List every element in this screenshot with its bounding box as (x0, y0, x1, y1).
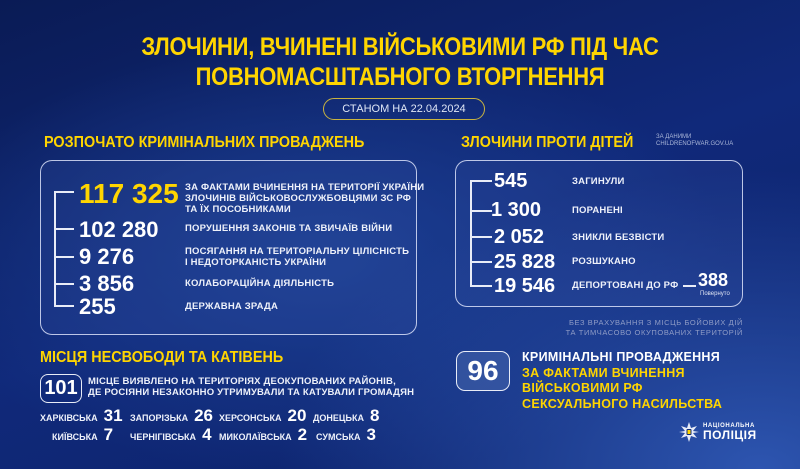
bracket-tick (470, 261, 492, 263)
proceedings-value: 102 280 (79, 217, 159, 242)
region-item: МИКОЛАЇВСЬКА 2 (219, 425, 308, 444)
connector-line (683, 285, 696, 287)
region-item: ХЕРСОНСЬКА 20 (219, 406, 307, 425)
sexual-violence-count: 96 (456, 351, 510, 391)
proceedings-value: 255 (79, 294, 116, 319)
sexual-violence-text: КРИМІНАЛЬНІ ПРОВАДЖЕННЯ ЗА ФАКТАМИ ВЧИНЕ… (522, 350, 723, 411)
children-label: ЗНИКЛИ БЕЗВІСТИ (572, 232, 665, 243)
police-star-icon (679, 422, 699, 442)
children-label: РОЗШУКАНО (572, 256, 636, 267)
children-value: 1 300 (491, 199, 542, 221)
region-item: СУМСЬКА 3 (316, 425, 376, 444)
region-item: ДОНЕЦЬКА 8 (313, 406, 380, 425)
proceedings-label: ПОСЯГАННЯ НА ТЕРИТОРІАЛЬНУ ЦІЛІСНІСТЬ І Н… (185, 246, 410, 268)
children-label: ПОРАНЕНІ (572, 205, 623, 216)
detention-count: 101 (40, 374, 82, 403)
children-value: 545 (494, 170, 528, 192)
detention-heading: МІСЦЯ НЕСВОБОДИ ТА КАТІВЕНЬ (40, 349, 284, 366)
proceedings-box (40, 160, 417, 335)
bracket-tick (470, 285, 492, 287)
bracket-tick (470, 180, 492, 182)
children-heading: ЗЛОЧИНИ ПРОТИ ДІТЕЙ (461, 134, 634, 151)
region-item: ХАРКІВСЬКА 31 (40, 406, 123, 425)
police-logo-text: НАЦІОНАЛЬНА ПОЛІЦІЯ (703, 423, 757, 442)
children-value: 19 546 (494, 275, 556, 297)
proceedings-total: 117 325 (79, 178, 179, 209)
bracket-line (54, 191, 56, 306)
source-note: ЗА ДАНИМИ CHILDRENOFWAR.GOV.UA (656, 134, 734, 147)
children-label: ДЕПОРТОВАНІ ДО РФ (572, 280, 679, 291)
proceedings-value: 3 856 (79, 271, 135, 296)
bracket-tick (54, 191, 74, 193)
proceedings-label: КОЛАБОРАЦІЙНА ДІЯЛЬНІСТЬ (185, 278, 335, 289)
proceedings-label: ПОРУШЕННЯ ЗАКОНІВ ТА ЗВИЧАЇВ ВІЙНИ (185, 223, 393, 234)
bracket-tick (470, 210, 492, 212)
bracket-tick (470, 236, 492, 238)
title-line-1: ЗЛОЧИНИ, ВЧИНЕНІ ВІЙСЬКОВИМИ РФ ПІД ЧАС (141, 33, 659, 61)
children-value: 2 052 (494, 226, 545, 248)
bracket-tick (54, 305, 74, 307)
region-item: ЗАПОРІЗЬКА 26 (130, 406, 214, 425)
returned-value: 388 (698, 270, 729, 290)
proceedings-label: ДЕРЖАВНА ЗРАДА (185, 301, 279, 312)
bracket-tick (54, 256, 74, 258)
children-label: ЗАГИНУЛИ (572, 176, 625, 187)
children-footnote: БЕЗ ВРАХУВАННЯ З МІСЦЬ БОЙОВИХ ДІЙ ТА ТИМ… (565, 318, 743, 337)
bracket-line (470, 180, 472, 285)
returned-label: Повернуто (700, 291, 730, 297)
bracket-tick (54, 228, 74, 230)
proceedings-label: ЗА ФАКТАМИ ВЧИНЕННЯ НА ТЕРИТОРІЇ УКРАЇНИ… (185, 182, 425, 215)
detention-text: МІСЦЕ ВИЯВЛЕНО НА ТЕРИТОРІЯХ ДЕОКУПОВАНИ… (88, 376, 415, 398)
date-badge: СТАНОМ НА 22.04.2024 (323, 98, 485, 120)
region-item: ЧЕРНІГІВСЬКА 4 (130, 425, 212, 444)
title-line-2: ПОВНОМАСШТАБНОГО ВТОРГНЕННЯ (195, 63, 605, 91)
proceedings-value: 9 276 (79, 244, 135, 269)
bracket-tick (54, 283, 74, 285)
children-box (455, 160, 743, 307)
region-item: КИЇВСЬКА 7 (52, 425, 114, 444)
children-value: 25 828 (494, 251, 556, 273)
proceedings-heading: РОЗПОЧАТО КРИМІНАЛЬНИХ ПРОВАДЖЕНЬ (44, 134, 365, 151)
